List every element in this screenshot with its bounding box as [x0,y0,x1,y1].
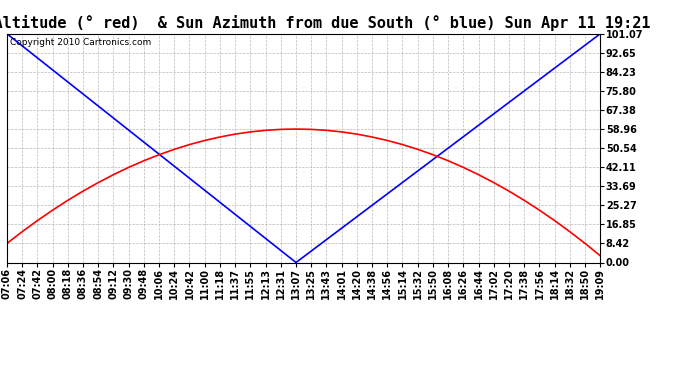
Title: Sun Altitude (° red)  & Sun Azimuth from due South (° blue) Sun Apr 11 19:21: Sun Altitude (° red) & Sun Azimuth from … [0,15,651,31]
Text: Copyright 2010 Cartronics.com: Copyright 2010 Cartronics.com [10,38,151,47]
